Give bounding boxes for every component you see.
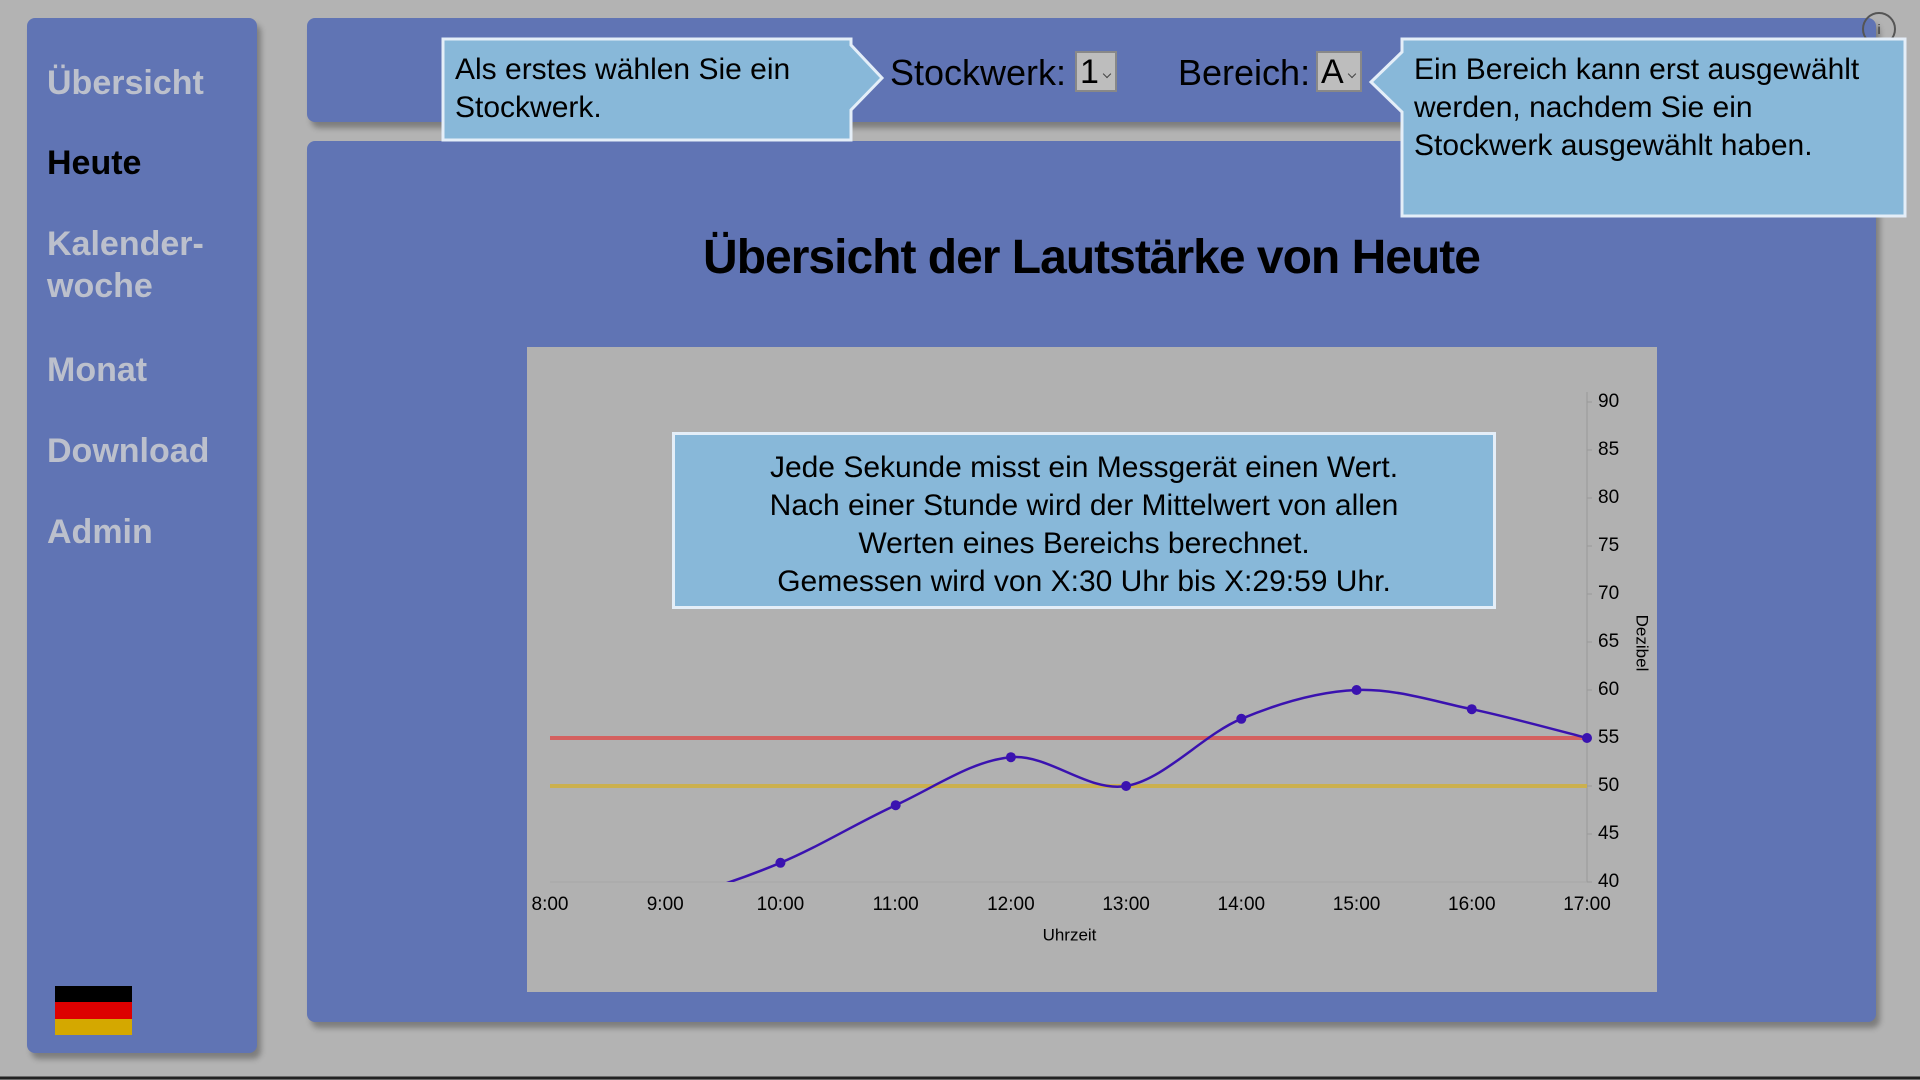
floor-select[interactable]: 1	[1075, 51, 1117, 92]
data-point	[1466, 704, 1477, 715]
x-tick-label: 17:00	[1563, 894, 1611, 915]
callout-area	[1368, 37, 1907, 218]
x-tick-label: 15:00	[1333, 894, 1381, 915]
hint-line: Werten eines Bereichs berechnet.	[858, 527, 1310, 560]
x-tick-label: 12:00	[987, 894, 1035, 915]
nav-item[interactable]: Übersicht	[47, 64, 204, 102]
data-point	[775, 857, 786, 868]
x-tick-label: 16:00	[1448, 894, 1496, 915]
nav-item[interactable]: Monat	[47, 351, 148, 389]
y-tick-label: 55	[1598, 727, 1619, 748]
y-tick-label: 50	[1598, 775, 1619, 796]
y-tick-label: 70	[1598, 583, 1619, 604]
x-tick-label: 14:00	[1218, 894, 1266, 915]
x-tick-label: 13:00	[1102, 894, 1150, 915]
series-line	[726, 688, 1588, 882]
x-axis-title: Uhrzeit	[1043, 925, 1097, 944]
hint-floor: Als erstes wählen Sie ein Stockwerk.	[455, 53, 791, 124]
y-axis-title: Dezibel	[1633, 615, 1652, 672]
callout-floor	[441, 37, 885, 142]
data-point	[890, 800, 901, 811]
plot-area	[545, 685, 1592, 925]
hint-chart: Jede Sekunde misst ein Messgerät einen W…	[672, 432, 1496, 609]
area-select[interactable]: A	[1316, 51, 1362, 92]
y-tick-label: 90	[1598, 391, 1619, 412]
nav-item[interactable]: Heute	[47, 144, 142, 182]
nav-item[interactable]: Download	[47, 432, 210, 470]
data-point	[1121, 781, 1132, 791]
hint-line: Nach einer Stunde wird der Mittelwert vo…	[769, 489, 1399, 522]
y-tick-label: 40	[1598, 871, 1619, 892]
hint-line: Gemessen wird von X:30 Uhr bis X:29:59 U…	[777, 565, 1391, 598]
area-label: Bereich:	[1178, 52, 1311, 93]
chart-title: Übersicht der Lautstärke von Heute	[703, 231, 1481, 284]
hint-line: Jede Sekunde misst ein Messgerät einen W…	[769, 451, 1399, 484]
y-tick-label: 75	[1598, 535, 1619, 556]
y-tick-label: 80	[1598, 487, 1619, 508]
floor-label: Stockwerk:	[890, 52, 1067, 93]
hint-area: Ein Bereich kann erst ausgewählt werden,…	[1414, 53, 1860, 162]
y-tick-label: 45	[1598, 823, 1619, 844]
data-point	[1005, 752, 1016, 763]
nav-item[interactable]: Admin	[47, 513, 153, 551]
y-tick-label: 85	[1598, 439, 1619, 460]
x-tick-label: 10:00	[757, 894, 805, 915]
y-tick-label: 65	[1598, 631, 1619, 652]
data-point	[1236, 713, 1247, 724]
x-tick-label: 8:00	[532, 894, 569, 915]
data-point	[1351, 685, 1362, 695]
language-flag[interactable]	[55, 986, 132, 1035]
nav-item[interactable]: Kalender-woche	[47, 225, 204, 305]
y-tick-label: 60	[1598, 679, 1619, 700]
x-tick-label: 11:00	[873, 894, 919, 915]
data-point	[545, 915, 555, 925]
data-point	[1582, 733, 1592, 743]
x-tick-label: 9:00	[647, 894, 684, 915]
sidebar	[27, 18, 257, 1053]
